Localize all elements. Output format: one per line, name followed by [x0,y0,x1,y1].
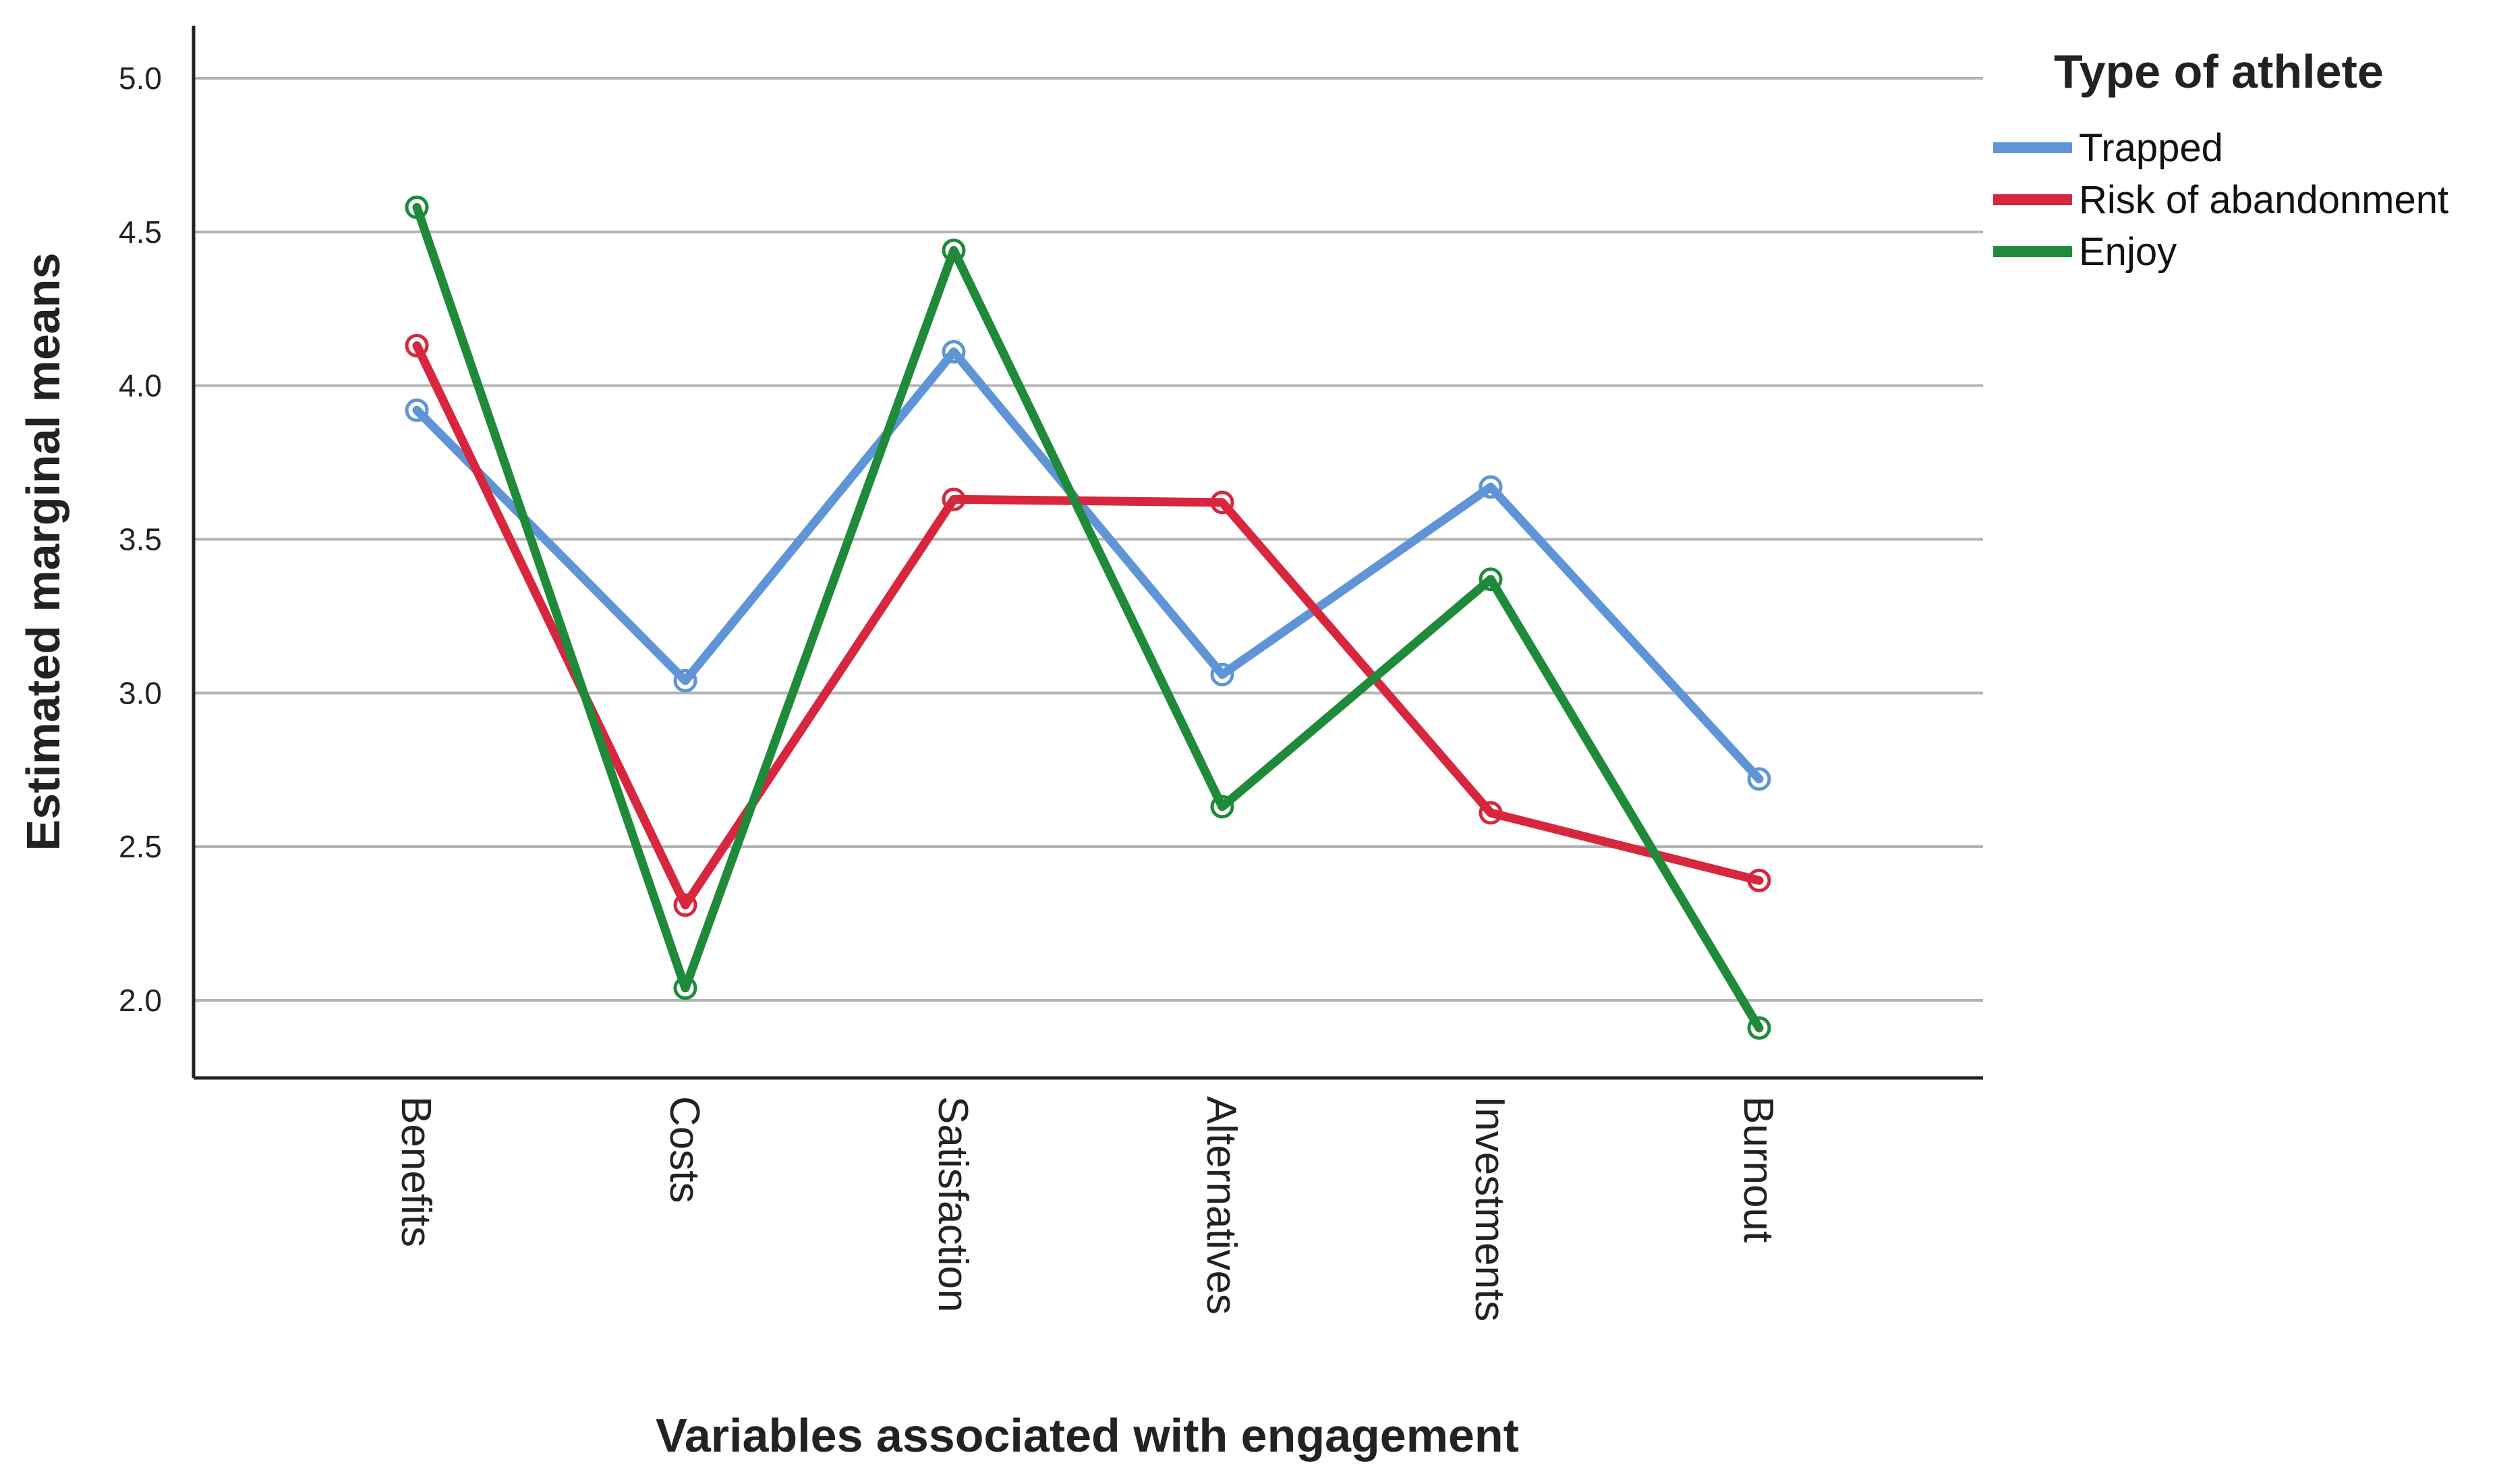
legend-title: Type of athlete [2054,45,2384,98]
y-tick-label: 2.0 [119,983,162,1018]
y-tick-label: 2.5 [119,829,162,864]
data-point [673,976,697,1000]
y-tick-label: 3.5 [119,522,162,557]
x-tick-label: Burnout [1735,1096,1781,1243]
data-point [942,238,966,262]
gridlines [194,77,1983,1002]
data-point [673,893,697,917]
data-point [1747,1016,1771,1040]
data-point [1479,475,1503,499]
data-point [1210,662,1234,687]
data-point [1210,795,1234,819]
legend-items: Trapped Risk of abandonment Enjoy [1993,126,2448,274]
data-point [405,195,429,219]
data-point [673,668,697,693]
legend-label: Risk of abandonment [2079,178,2448,222]
y-tick-label: 3.0 [119,675,162,710]
data-point [1479,567,1503,592]
series-line-enjoy [412,202,1764,1033]
x-tick-label: Investments [1466,1096,1513,1321]
data-point [405,398,429,422]
y-tick-label: 4.0 [119,368,162,403]
legend-label: Trapped [2079,126,2223,170]
x-tick-label: Costs [661,1096,708,1203]
data-point [1747,868,1771,892]
x-tick-label: Alternatives [1198,1096,1244,1315]
y-tick-label: 4.5 [119,215,162,250]
x-tick-label: Satisfaction [929,1096,976,1313]
y-axis-title: Estimated marginal means [17,253,69,851]
series-line-risk-of-abandonment [412,341,1764,910]
x-tick-labels: Benefits Costs Satisfaction Alternatives Inv… [393,1096,1781,1321]
y-tick-labels: 2.0 2.5 3.0 3.5 4.0 4.5 5.0 [119,61,162,1018]
data-point [1747,767,1771,791]
data-point [942,340,966,364]
data-point [1479,801,1503,825]
markers [405,195,1771,1040]
axes [192,26,1983,1080]
series [412,202,1764,1033]
data-point [405,333,429,358]
legend-label: Enjoy [2079,230,2177,274]
x-axis-title: Variables associated with engagement [656,1409,1519,1462]
data-point [942,487,966,511]
data-point [1210,490,1234,515]
legend: Type of athlete Trapped Risk of abandonme… [1993,45,2448,274]
series-line-trapped [412,347,1764,784]
y-tick-label: 5.0 [119,61,162,96]
x-tick-label: Benefits [393,1096,439,1247]
